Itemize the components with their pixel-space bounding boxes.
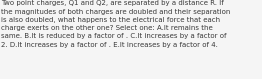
Text: Two point charges, Q1 and Q2, are separated by a distance R. If
the magnitudes o: Two point charges, Q1 and Q2, are separa… — [1, 0, 231, 48]
